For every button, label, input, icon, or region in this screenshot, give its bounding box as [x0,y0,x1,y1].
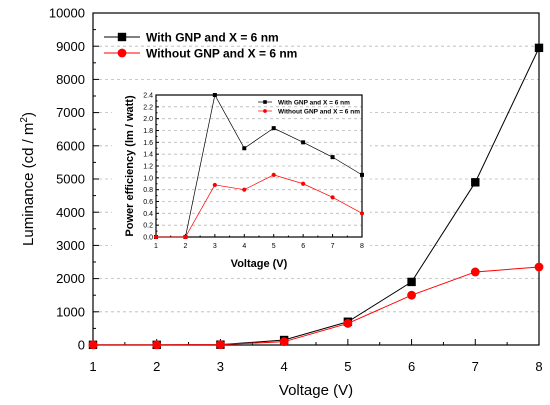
main-data-point-square [471,178,480,187]
inset-y-tick-label: 1.2 [143,163,153,170]
main-data-point-circle [407,290,416,300]
inset-data-point-circle [330,195,335,200]
main-y-tick-label: 5000 [56,172,85,187]
main-data-point-circle [152,340,162,350]
main-y-axis-title: Luminance (cd / m2) [19,112,37,246]
inset-x-axis-title: Voltage (V) [231,258,288,270]
inset-data-point-square [360,172,364,177]
inset-x-tick-label: 8 [360,243,364,250]
main-y-axis-title-end: ) [20,112,37,117]
main-x-tick-label: 6 [408,359,415,374]
inset-data-point-square [301,140,306,145]
inset-x-tick-label: 4 [242,243,246,250]
inset-y-tick-label: 0.0 [143,234,153,241]
main-data-point-circle [216,340,225,350]
inset-data-point-square [330,155,335,160]
inset-y-axis-title: Power efficiency (lm / watt) [124,95,136,237]
main-y-tick-label: 6000 [56,138,85,153]
inset-data-point-circle [212,182,217,188]
inset-legend-label-2: Without GNP and X = 6 nm [278,108,360,115]
inset-data-point-circle [359,211,365,216]
inset-legend-label-1: With GNP and X = 6 nm [278,99,350,106]
inset-legend-marker-1 [263,100,267,104]
main-y-tick-label: 1000 [56,304,85,319]
main-legend-label-2: Without GNP and X = 6 nm [146,46,297,60]
inset-series-line-1 [156,94,363,238]
inset-data-point-circle [183,234,188,240]
main-x-tick-label: 4 [281,359,288,374]
main-data-point-circle [534,262,544,272]
inset-y-tick-label: 0.8 [143,187,153,194]
inset-data-point-circle [153,234,159,240]
main-data-point-circle [88,340,98,350]
inset-data-point-circle [301,181,306,186]
main-y-axis-title-sup: 2 [19,117,30,123]
main-data-point-square [407,277,416,287]
inset-y-tick-label: 0.6 [143,199,153,206]
inset-y-tick-label: 0.4 [143,211,153,218]
main-x-tick-label: 3 [217,359,224,374]
inset-data-point-square [271,126,276,131]
main-legend-marker-2 [117,48,127,58]
inset-data-point-square [212,93,217,97]
main-x-axis-title: Voltage (V) [279,382,353,399]
main-x-tick-label: 2 [153,359,160,374]
inset-y-tick-label: 0.2 [143,223,153,230]
inset-legend-marker-2 [263,109,267,113]
main-y-tick-label: 7000 [56,105,85,120]
main-y-tick-label: 3000 [56,238,85,253]
inset-y-tick-label: 2.2 [143,104,153,111]
inset-x-tick-label: 7 [331,243,335,250]
inset-data-point-circle [271,172,276,177]
main-legend-label-1: With GNP and X = 6 nm [146,30,279,44]
main-data-point-square [534,43,544,53]
main-y-tick-label: 8000 [56,72,85,87]
main-x-tick-label: 5 [344,359,351,374]
inset-y-tick-label: 2.4 [143,92,153,99]
inset-y-tick-label: 1.4 [143,152,153,159]
main-legend-marker-1 [117,32,127,42]
main-plot: 0 1000 2000 3000 4000 5000 6000 7000 8000 9000 100… [19,6,544,399]
inset-x-tick-label: 3 [213,243,217,250]
inset-data-point-square [242,146,247,151]
inset-x-tick-label: 6 [301,243,305,250]
inset-x-tick-label: 5 [272,243,276,250]
inset-y-tick-label: 1.8 [143,128,153,135]
main-data-point-circle [343,319,353,328]
inset-y-tick-label: 1.6 [143,140,153,147]
main-x-tick-label: 7 [472,359,479,374]
inset-plot: 0.0 0.2 0.4 0.6 0.8 1.0 1.2 1.4 1.6 1.8 2.0 2.2 2.4 1… [112,88,370,270]
main-y-axis-title-main: Luminance (cd / m [20,123,37,246]
main-y-tick-label: 10000 [49,6,85,21]
inset-x-tick-label: 2 [183,243,187,250]
inset-data-point-circle [242,187,247,192]
main-data-point-circle [470,267,480,277]
main-series-line-2 [93,266,540,346]
inset-y-tick-label: 2.0 [143,116,153,123]
main-y-tick-label: 2000 [56,271,85,286]
main-y-tick-label: 9000 [56,39,85,54]
main-y-tick-label: 4000 [56,205,85,220]
inset-y-tick-label: 1.0 [143,175,153,182]
main-data-point-circle [279,337,289,347]
main-x-tick-label: 8 [535,359,542,374]
inset-series-line-2 [156,174,363,238]
main-x-tick-label: 1 [89,359,96,374]
inset-x-tick-label: 1 [154,243,158,250]
main-y-tick-label: 0 [78,338,85,353]
